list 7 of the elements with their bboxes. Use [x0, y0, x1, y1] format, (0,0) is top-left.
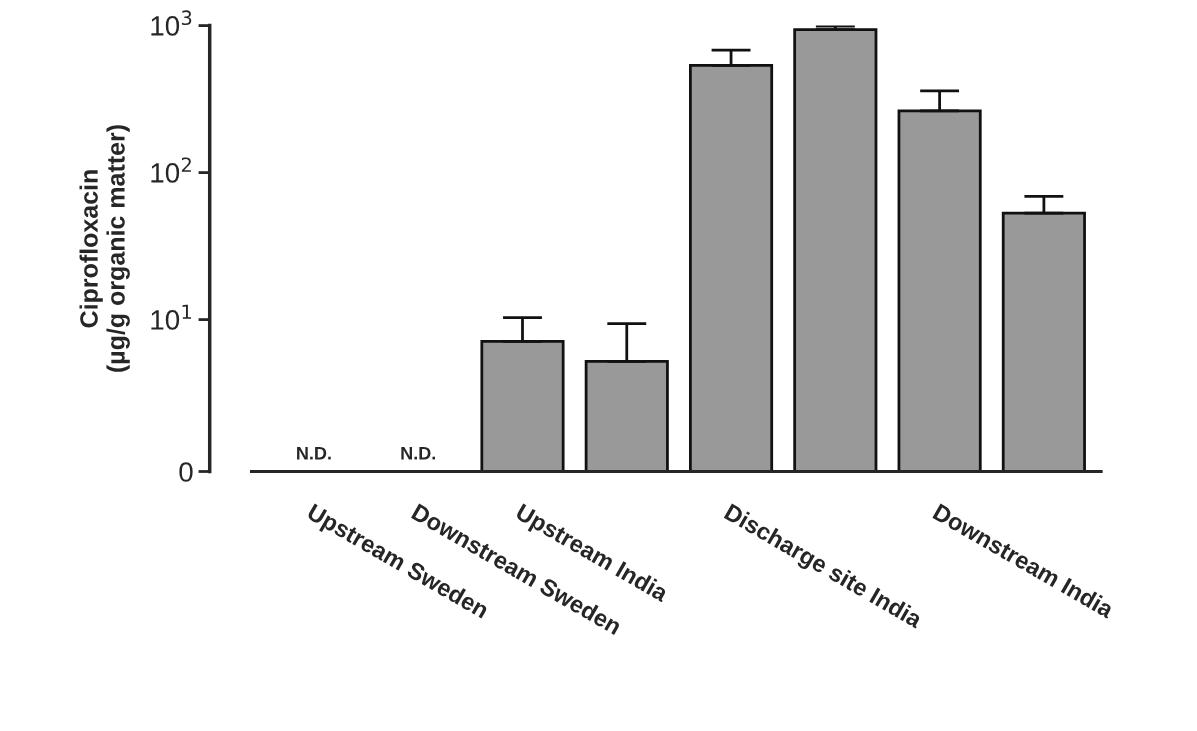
- y-axis-title: Ciprofloxacin (µg/g organic matter): [79, 125, 130, 372]
- y-tick-label: 10$^{1}$: [151, 304, 192, 330]
- y-tick-label: 10$^{2}$: [151, 157, 191, 183]
- y-tick-label: 10$^{3}$: [151, 10, 192, 36]
- text: N.D.: [297, 446, 331, 460]
- text: N.D.: [401, 446, 436, 460]
- y-tick-label: 0: [179, 462, 193, 482]
